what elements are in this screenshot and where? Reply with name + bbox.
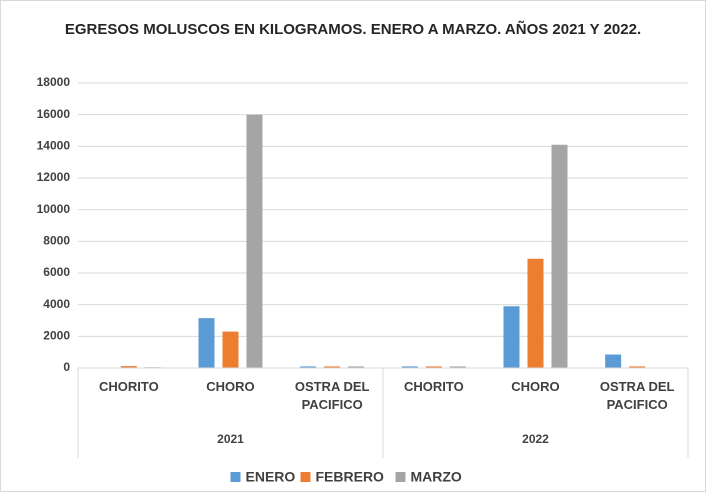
y-tick-label: 10000 xyxy=(37,202,71,216)
y-tick-label: 6000 xyxy=(43,265,70,279)
x-tick-label: OSTRA DEL PACIFICO xyxy=(599,379,675,412)
bar xyxy=(605,354,622,368)
y-tick-label: 2000 xyxy=(43,329,70,343)
y-tick-label: 16000 xyxy=(37,107,71,121)
x-tick-label: CHORO xyxy=(511,379,560,394)
bar xyxy=(198,318,215,368)
legend-swatch xyxy=(395,472,406,482)
bar xyxy=(324,366,341,368)
y-tick-label: 12000 xyxy=(37,170,71,184)
bar xyxy=(629,366,646,368)
y-tick-label: 14000 xyxy=(37,139,71,153)
legend-label: MARZO xyxy=(411,469,462,485)
bar xyxy=(551,144,568,368)
y-tick-label: 18000 xyxy=(37,75,71,89)
bar xyxy=(449,366,466,368)
bar xyxy=(120,366,137,368)
legend-swatch xyxy=(300,472,311,482)
group-label: 2022 xyxy=(522,432,549,446)
x-tick-label: OSTRA DEL PACIFICO xyxy=(294,379,370,412)
bar xyxy=(425,366,442,368)
legend-label: ENERO xyxy=(246,469,296,485)
chart-title: EGRESOS MOLUSCOS EN KILOGRAMOS. ENERO A … xyxy=(64,21,642,38)
y-tick-label: 0 xyxy=(63,360,70,374)
y-tick-label: 4000 xyxy=(43,297,70,311)
x-tick-label: CHORO xyxy=(206,379,255,394)
x-tick-label: CHORITO xyxy=(98,379,159,394)
bar xyxy=(222,331,239,368)
bar xyxy=(527,258,544,368)
y-tick-label: 8000 xyxy=(43,234,70,248)
group-label: 2021 xyxy=(217,432,244,446)
bar xyxy=(246,114,263,369)
legend-label: FEBRERO xyxy=(316,469,385,485)
bar xyxy=(348,366,365,368)
legend-swatch xyxy=(230,472,241,482)
bar xyxy=(401,366,418,368)
bar xyxy=(300,366,317,368)
bar xyxy=(503,306,520,368)
x-tick-label: CHORITO xyxy=(403,379,464,394)
